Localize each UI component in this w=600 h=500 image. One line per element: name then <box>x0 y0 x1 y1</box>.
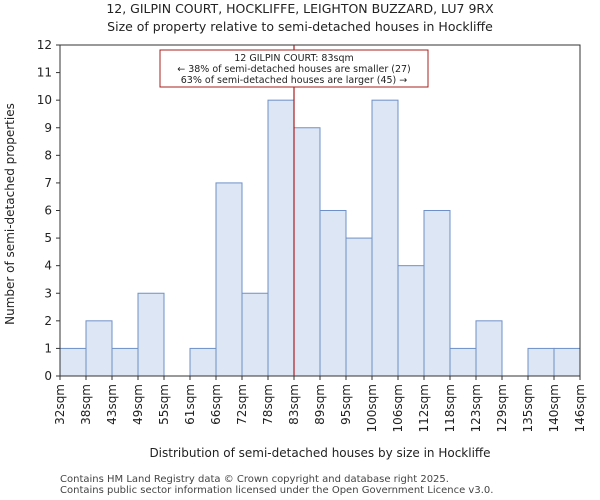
x-axis-ticks: 32sqm 38sqm 43sqm 49sqm 55sqm 61sqm 66sqm 72sqm… <box>53 376 587 432</box>
plot-frame <box>59 44 581 377</box>
y-tick-label: 6 <box>44 204 52 218</box>
x-tick-label: 83sqm <box>287 384 301 425</box>
annotation-smaller: ← 38% of semi-detached houses are smalle… <box>177 64 411 75</box>
annotation-title: 12 GILPIN COURT: 83sqm <box>234 53 354 64</box>
y-tick-label: 0 <box>44 369 52 383</box>
y-tick-label: 3 <box>44 286 52 300</box>
chart-title: 12, GILPIN COURT, HOCKLIFFE, LEIGHTON BU… <box>106 1 494 16</box>
bar-72sqm <box>241 292 269 377</box>
x-tick-label: 129sqm <box>495 384 509 432</box>
bar-89sqm <box>319 210 347 377</box>
x-tick-label: 32sqm <box>53 384 67 425</box>
bar-66sqm <box>215 182 243 377</box>
x-tick-label: 146sqm <box>573 384 587 432</box>
x-tick-label: 89sqm <box>313 384 327 425</box>
x-tick-label: 135sqm <box>521 384 535 432</box>
y-axis-label: Number of semi-detached properties <box>3 103 17 325</box>
y-tick-label: 7 <box>44 176 52 190</box>
x-tick-label: 55sqm <box>157 384 171 425</box>
bars-group <box>59 99 581 377</box>
x-axis-label: Distribution of semi-detached houses by … <box>149 446 490 460</box>
x-tick-label: 78sqm <box>261 384 275 425</box>
x-tick-label: 140sqm <box>547 384 561 432</box>
bar-140sqm <box>553 347 581 377</box>
bar-43sqm <box>111 347 139 377</box>
bar-135sqm <box>527 347 555 377</box>
y-tick-label: 12 <box>37 38 52 52</box>
bar-78sqm <box>267 99 295 377</box>
y-tick-label: 10 <box>37 93 52 107</box>
y-tick-label: 9 <box>44 121 52 135</box>
x-tick-label: 38sqm <box>79 384 93 425</box>
y-tick-label: 1 <box>44 341 52 355</box>
x-tick-label: 49sqm <box>131 384 145 425</box>
y-tick-label: 11 <box>37 66 52 80</box>
x-tick-label: 112sqm <box>417 384 431 432</box>
y-tick-label: 5 <box>44 231 52 245</box>
bar-106sqm <box>397 265 425 377</box>
x-tick-label: 66sqm <box>209 384 223 425</box>
bar-112sqm <box>423 210 451 377</box>
bar-38sqm <box>85 320 113 377</box>
x-tick-label: 72sqm <box>235 384 249 425</box>
bar-61sqm <box>189 347 217 377</box>
bar-95sqm <box>345 237 373 377</box>
chart-subtitle: Size of property relative to semi-detach… <box>107 19 493 34</box>
x-tick-label: 100sqm <box>365 384 379 432</box>
y-tick-label: 8 <box>44 148 52 162</box>
footer-licence: Contains public sector information licen… <box>60 485 494 496</box>
y-tick-label: 2 <box>44 314 52 328</box>
footer-copyright: Contains HM Land Registry data © Crown c… <box>60 474 449 485</box>
x-tick-label: 106sqm <box>391 384 405 432</box>
x-tick-label: 123sqm <box>469 384 483 432</box>
bar-123sqm <box>475 320 503 377</box>
annotation-larger: 63% of semi-detached houses are larger (… <box>181 75 408 86</box>
bar-100sqm <box>371 99 399 377</box>
x-tick-label: 118sqm <box>443 384 457 432</box>
x-tick-label: 61sqm <box>183 384 197 425</box>
x-tick-label: 95sqm <box>339 384 353 425</box>
x-tick-label: 43sqm <box>105 384 119 425</box>
bar-118sqm <box>449 347 477 377</box>
bar-49sqm <box>137 292 165 377</box>
bar-32sqm <box>59 347 87 377</box>
y-tick-label: 4 <box>44 259 52 273</box>
bar-83sqm <box>293 127 321 377</box>
annotation-box <box>159 49 429 88</box>
